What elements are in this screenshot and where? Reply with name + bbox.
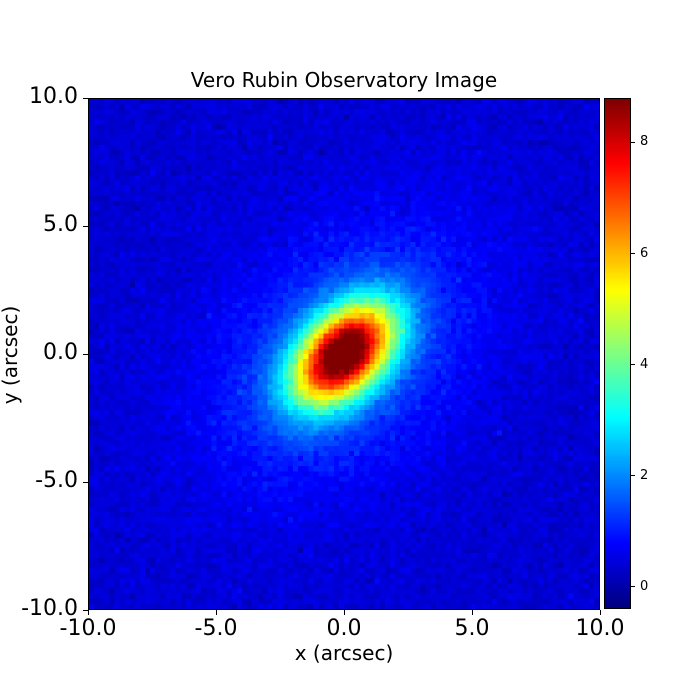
colorbar-tick-label: 4 <box>640 356 649 372</box>
x-tick-label: 0.0 <box>326 616 362 641</box>
y-tick-label: 5.0 <box>43 212 78 237</box>
y-tick-label: -10.0 <box>21 596 78 621</box>
colorbar-tick-mark <box>631 364 635 366</box>
x-tick-mark <box>471 610 473 615</box>
x-tick-mark <box>215 610 217 615</box>
y-tick-mark <box>83 97 88 99</box>
colorbar-tick-mark <box>631 475 635 477</box>
colorbar-tick-mark <box>631 253 635 255</box>
colorbar <box>604 98 631 609</box>
x-tick-label: 10.0 <box>575 616 625 641</box>
x-tick-mark <box>87 610 89 615</box>
x-tick-label: -10.0 <box>59 616 117 641</box>
x-tick-mark <box>343 610 345 615</box>
y-tick-label: -5.0 <box>35 468 78 493</box>
chart-title: Vero Rubin Observatory Image <box>190 68 498 92</box>
y-tick-label: 10.0 <box>29 84 78 109</box>
heatmap-image <box>88 98 600 610</box>
x-axis-label: x (arcsec) <box>294 641 394 665</box>
colorbar-tick-label: 2 <box>640 467 649 483</box>
colorbar-tick-mark <box>631 141 635 143</box>
colorbar-tick-label: 8 <box>640 134 649 150</box>
colorbar-tick-mark <box>631 586 635 588</box>
y-tick-label: 0.0 <box>43 340 78 365</box>
y-tick-mark <box>83 609 88 611</box>
y-tick-mark <box>83 353 88 355</box>
y-tick-mark <box>83 481 88 483</box>
colorbar-tick-label: 6 <box>640 245 649 261</box>
x-tick-label: -5.0 <box>194 616 238 641</box>
y-tick-mark <box>83 225 88 227</box>
colorbar-tick-label: 0 <box>640 578 649 594</box>
y-axis-label: y (arcsec) <box>0 305 22 405</box>
x-tick-mark <box>599 610 601 615</box>
x-tick-label: 5.0 <box>454 616 490 641</box>
